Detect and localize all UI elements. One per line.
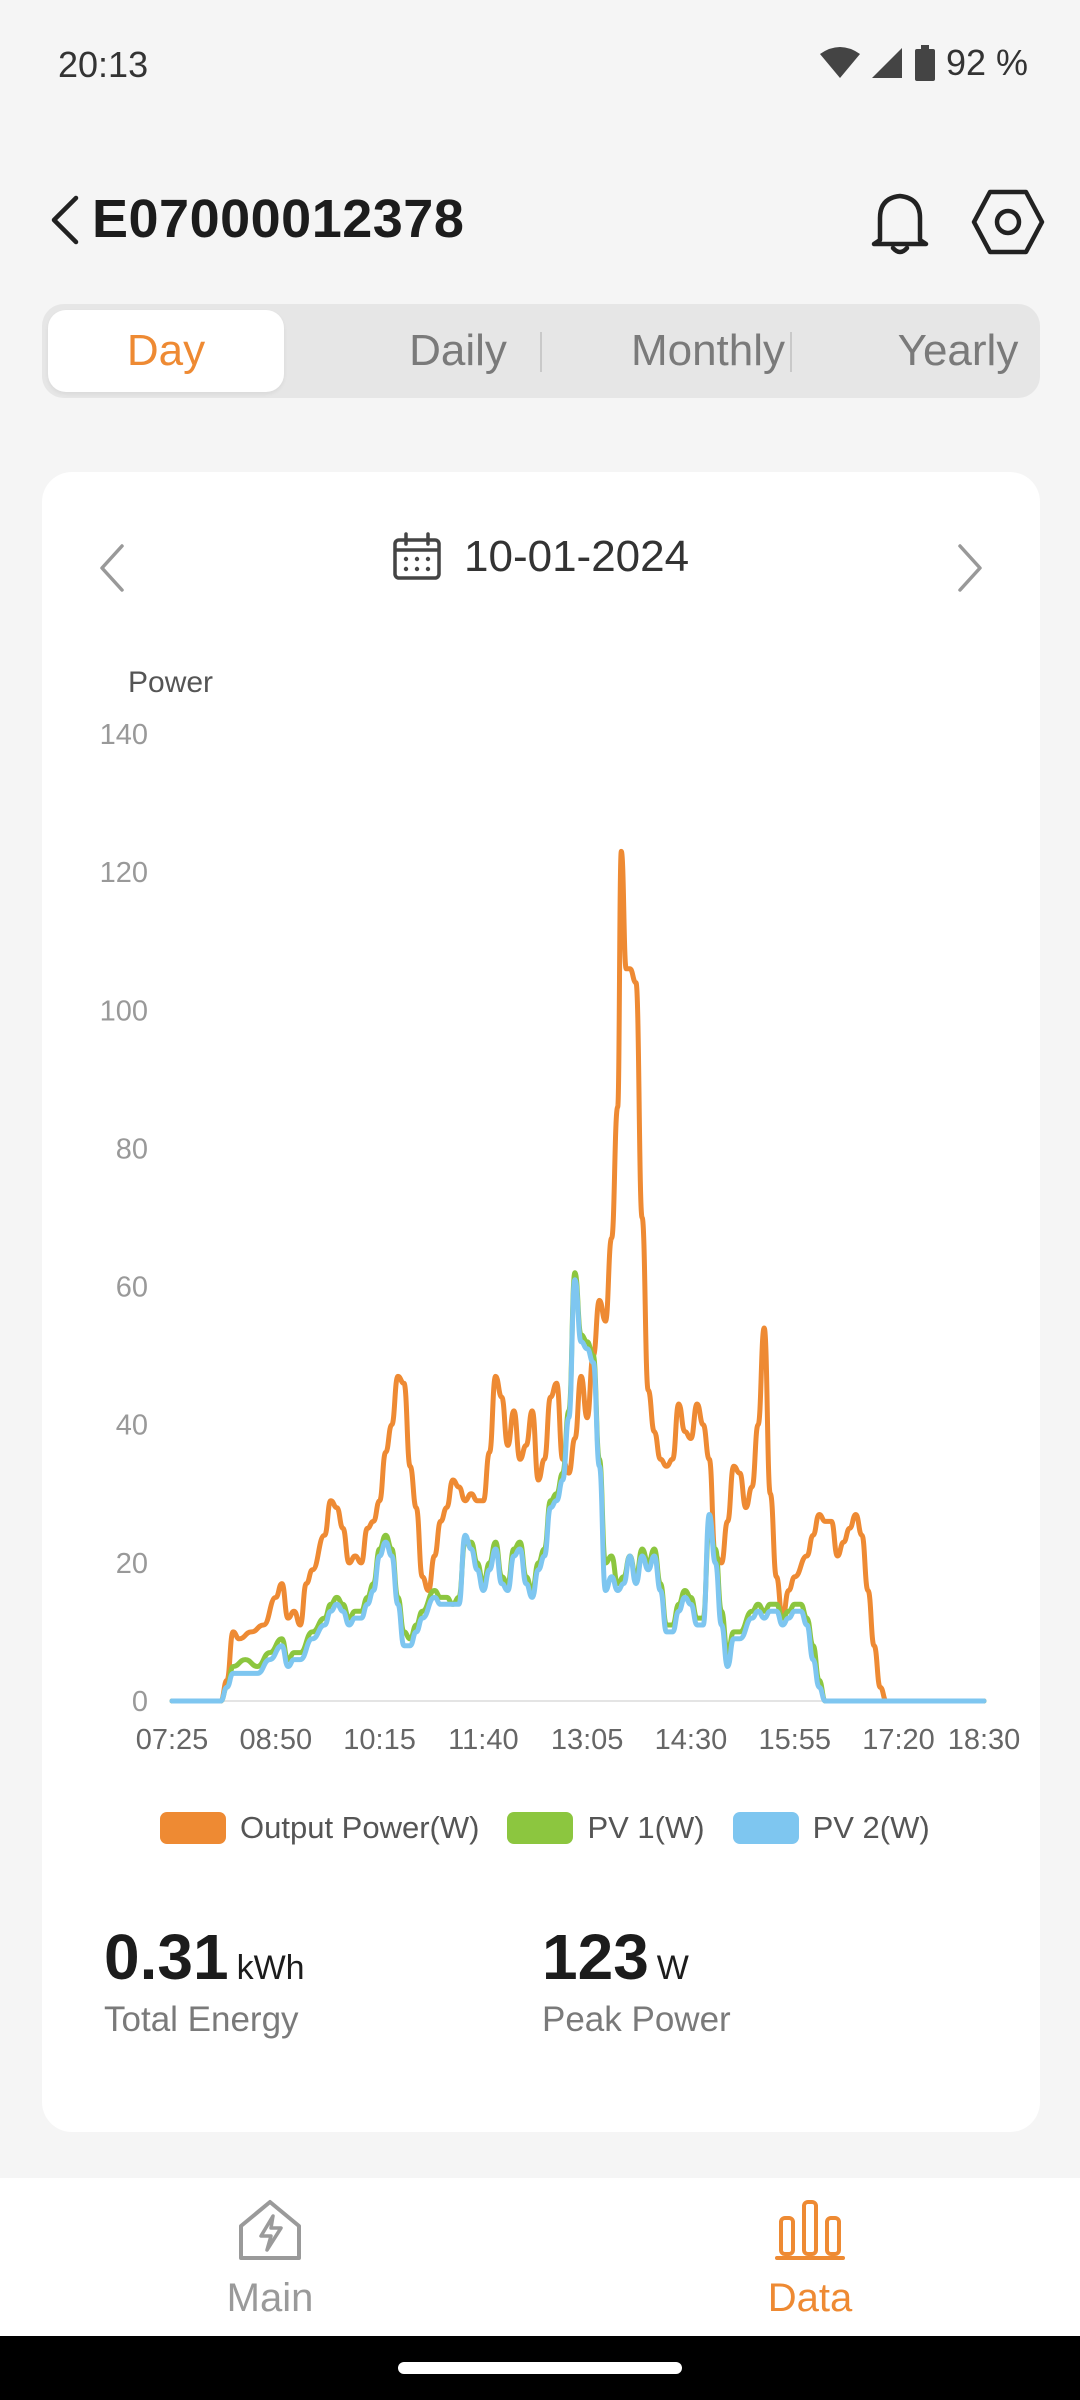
nav-data-label: Data bbox=[767, 2276, 853, 2320]
total-energy-unit: kWh bbox=[236, 1949, 305, 1987]
cellular-signal-icon bbox=[871, 48, 902, 78]
chevron-left-icon[interactable] bbox=[92, 538, 132, 598]
battery-percent: 92 % bbox=[945, 42, 1028, 83]
x-tick-label: 11:40 bbox=[448, 1724, 518, 1756]
wifi-icon bbox=[819, 47, 860, 78]
y-tick-label: 20 bbox=[116, 1548, 148, 1580]
legend-item-pv2[interactable]: PV 2(W) bbox=[732, 1810, 930, 1846]
bottom-nav: Main Data bbox=[0, 2178, 1080, 2336]
settings-hexagon-icon[interactable] bbox=[970, 186, 1046, 258]
status-icons: 92 % bbox=[819, 42, 1028, 84]
x-tick-label: 08:50 bbox=[240, 1724, 313, 1756]
home-energy-icon bbox=[239, 2200, 301, 2260]
x-tick-label: 14:30 bbox=[655, 1724, 728, 1756]
bar-chart-icon bbox=[775, 2200, 845, 2260]
legend-label: PV 2(W) bbox=[812, 1810, 930, 1845]
date-text: 10-01-2024 bbox=[464, 532, 690, 581]
tab-divider bbox=[540, 332, 542, 372]
y-axis-title: Power bbox=[128, 666, 213, 699]
power-chart: Power 0 20 40 60 80 100 120 140 07:25 08:50 10:15 1… bbox=[100, 666, 1021, 1756]
system-gesture-bar bbox=[0, 2336, 1080, 2400]
power-card: 10-01-2024 Power 0 20 40 60 80 100 120 140 07:25… bbox=[42, 472, 1040, 2132]
legend-label: PV 1(W) bbox=[587, 1810, 705, 1845]
period-tabs: Day Daily Monthly Yearly bbox=[42, 304, 1040, 398]
tab-yearly[interactable]: Yearly bbox=[897, 326, 1019, 375]
gesture-handle[interactable] bbox=[398, 2362, 682, 2374]
peak-power-label: Peak Power bbox=[542, 2000, 731, 2039]
legend-item-pv1[interactable]: PV 1(W) bbox=[507, 1810, 705, 1846]
chevron-right-icon[interactable] bbox=[950, 538, 990, 598]
total-energy-label: Total Energy bbox=[104, 2000, 299, 2039]
x-tick-label: 07:25 bbox=[136, 1724, 209, 1756]
nav-main[interactable]: Main bbox=[120, 2196, 420, 2321]
date-picker[interactable]: 10-01-2024 bbox=[392, 532, 689, 582]
nav-main-label: Main bbox=[226, 2276, 314, 2320]
y-tick-label: 140 bbox=[100, 719, 148, 751]
y-tick-label: 100 bbox=[100, 995, 148, 1027]
total-energy-stat: 0.31 kWh Total Energy bbox=[104, 1920, 305, 2040]
bell-icon[interactable] bbox=[866, 186, 934, 258]
legend-item-output-power[interactable]: Output Power(W) bbox=[160, 1810, 479, 1846]
y-tick-label: 0 bbox=[132, 1686, 148, 1718]
y-tick-label: 120 bbox=[100, 857, 148, 889]
tab-daily[interactable]: Daily bbox=[409, 326, 507, 375]
back-icon[interactable] bbox=[44, 192, 88, 248]
legend-swatch bbox=[160, 1812, 226, 1844]
x-tick-label: 10:15 bbox=[343, 1724, 416, 1756]
peak-power-stat: 123 W Peak Power bbox=[542, 1920, 731, 2040]
x-tick-label: 18:30 bbox=[948, 1724, 1021, 1756]
tab-monthly[interactable]: Monthly bbox=[630, 326, 786, 375]
chart-legend: Output Power(W) PV 1(W) PV 2(W) bbox=[160, 1810, 958, 1846]
series-line-output-power-w bbox=[169, 848, 987, 1704]
y-tick-label: 40 bbox=[116, 1410, 148, 1442]
date-selector: 10-01-2024 bbox=[42, 532, 1040, 602]
calendar-icon bbox=[393, 532, 441, 580]
tab-divider bbox=[790, 332, 792, 372]
battery-icon bbox=[914, 45, 935, 81]
status-bar: 20:13 92 % bbox=[0, 0, 1080, 130]
x-tick-label: 15:55 bbox=[758, 1724, 831, 1756]
tab-day[interactable]: Day bbox=[48, 310, 284, 392]
y-tick-label: 60 bbox=[116, 1272, 148, 1304]
y-tick-label: 80 bbox=[116, 1133, 148, 1165]
series-line-pv-2-w bbox=[169, 1277, 987, 1704]
x-tick-label: 13:05 bbox=[551, 1724, 624, 1756]
legend-label: Output Power(W) bbox=[240, 1810, 480, 1845]
peak-power-value: 123 bbox=[542, 1921, 649, 1993]
status-time: 20:13 bbox=[58, 44, 149, 85]
legend-swatch bbox=[507, 1812, 574, 1844]
header: E07000012378 bbox=[0, 170, 1080, 270]
x-tick-label: 17:20 bbox=[862, 1724, 935, 1756]
device-title: E07000012378 bbox=[92, 189, 465, 249]
legend-swatch bbox=[732, 1812, 799, 1844]
peak-power-unit: W bbox=[656, 1949, 689, 1987]
nav-data[interactable]: Data bbox=[660, 2196, 960, 2321]
total-energy-value: 0.31 bbox=[104, 1921, 229, 1993]
